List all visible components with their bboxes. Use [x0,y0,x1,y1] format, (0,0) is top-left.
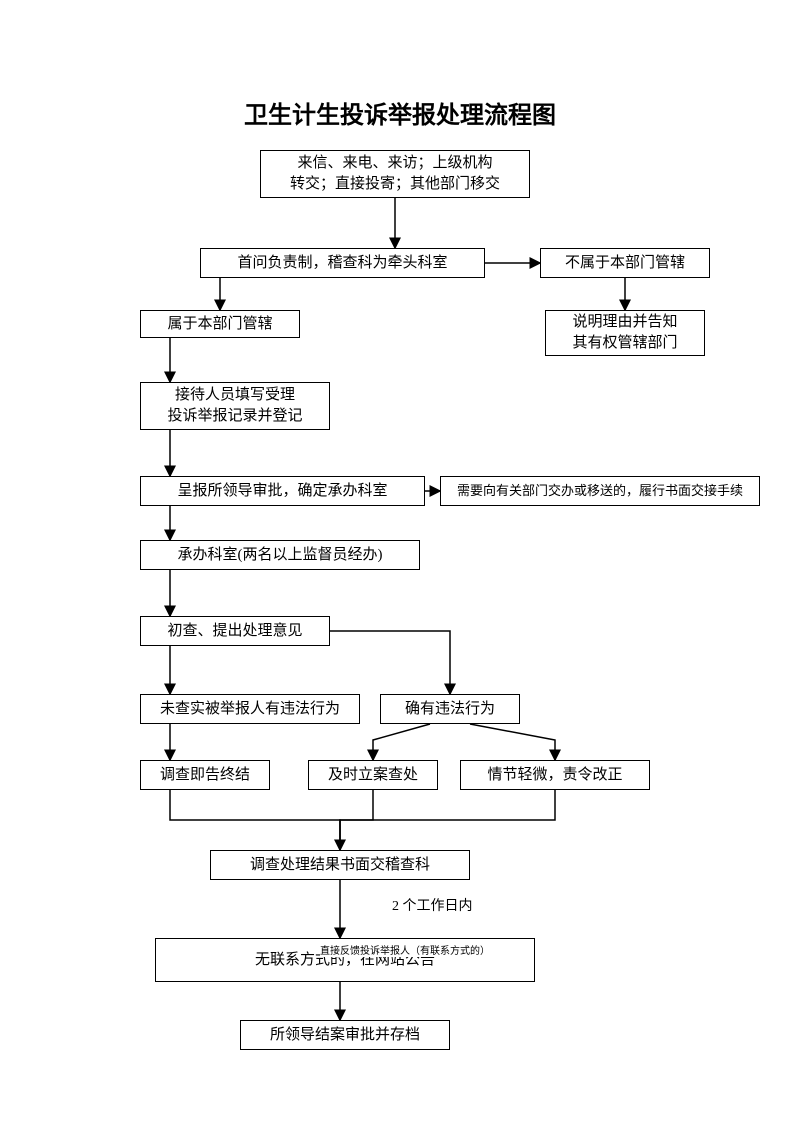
flowchart-edge [330,631,450,694]
flowchart-edge [340,790,373,850]
flowchart-canvas: 卫生计生投诉举报处理流程图 来信、来电、来访；上级机构转交；直接投寄；其他部门移… [0,0,794,1123]
flowchart-edge [340,790,555,850]
flowchart-node: 未查实被举报人有违法行为 [140,694,360,724]
flowchart-node: 确有违法行为 [380,694,520,724]
flowchart-label: 2 个工作日内 [392,895,473,915]
flowchart-node: 及时立案查处 [308,760,438,790]
flowchart-node: 所领导结案审批并存档 [240,1020,450,1050]
page-title: 卫生计生投诉举报处理流程图 [200,95,600,130]
flowchart-node: 属于本部门管辖 [140,310,300,338]
flowchart-node: 不属于本部门管辖 [540,248,710,278]
flowchart-node: 调查即告终结 [140,760,270,790]
flowchart-node: 来信、来电、来访；上级机构转交；直接投寄；其他部门移交 [260,150,530,198]
flowchart-edge [470,724,555,760]
flowchart-node: 接待人员填写受理投诉举报记录并登记 [140,382,330,430]
flowchart-node: 呈报所领导审批，确定承办科室 [140,476,425,506]
flowchart-node: 情节轻微，责令改正 [460,760,650,790]
flowchart-node: 初查、提出处理意见 [140,616,330,646]
flowchart-edge [373,724,430,760]
flowchart-node: 首问负责制，稽查科为牵头科室 [200,248,485,278]
flowchart-node: 调查处理结果书面交稽查科 [210,850,470,880]
flowchart-label: 直接反馈投诉举报人（有联系方式的） [320,942,490,957]
flowchart-node: 说明理由并告知其有权管辖部门 [545,310,705,356]
flowchart-node: 承办科室(两名以上监督员经办) [140,540,420,570]
flowchart-node: 需要向有关部门交办或移送的，履行书面交接手续 [440,476,760,506]
flowchart-edge [170,790,340,850]
